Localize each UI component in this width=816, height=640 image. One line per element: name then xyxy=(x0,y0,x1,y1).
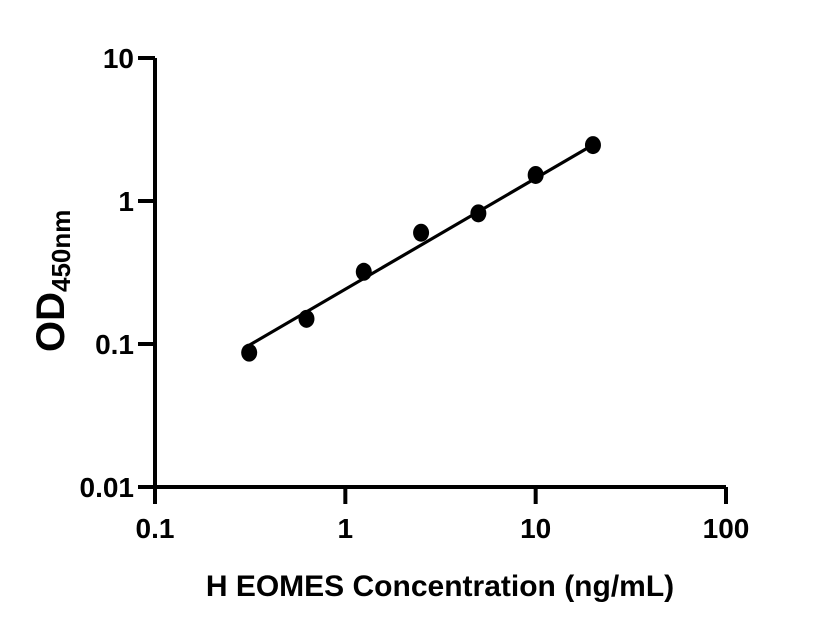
y-tick-label: 0.01 xyxy=(80,472,135,503)
y-tick-label: 0.1 xyxy=(95,329,134,360)
y-axis-title-main: OD xyxy=(29,292,73,352)
x-axis-title: H EOMES Concentration (ng/mL) xyxy=(206,570,674,603)
x-tick-label: 0.1 xyxy=(136,513,175,544)
x-tick-label: 1 xyxy=(338,513,354,544)
data-layer xyxy=(241,136,601,362)
y-tick-label: 1 xyxy=(118,186,134,217)
data-point xyxy=(527,165,544,184)
data-point xyxy=(584,136,601,155)
x-tick-label: 100 xyxy=(703,513,750,544)
data-point xyxy=(298,309,315,328)
x-tick-label: 10 xyxy=(520,513,551,544)
data-point xyxy=(413,223,430,242)
y-axis-title-subscript: 450nm xyxy=(46,210,76,292)
data-point xyxy=(241,343,258,362)
data-point xyxy=(470,204,487,223)
data-point xyxy=(355,262,372,281)
y-axis-title: OD450nm xyxy=(29,210,76,352)
y-tick-label: 10 xyxy=(103,43,134,74)
